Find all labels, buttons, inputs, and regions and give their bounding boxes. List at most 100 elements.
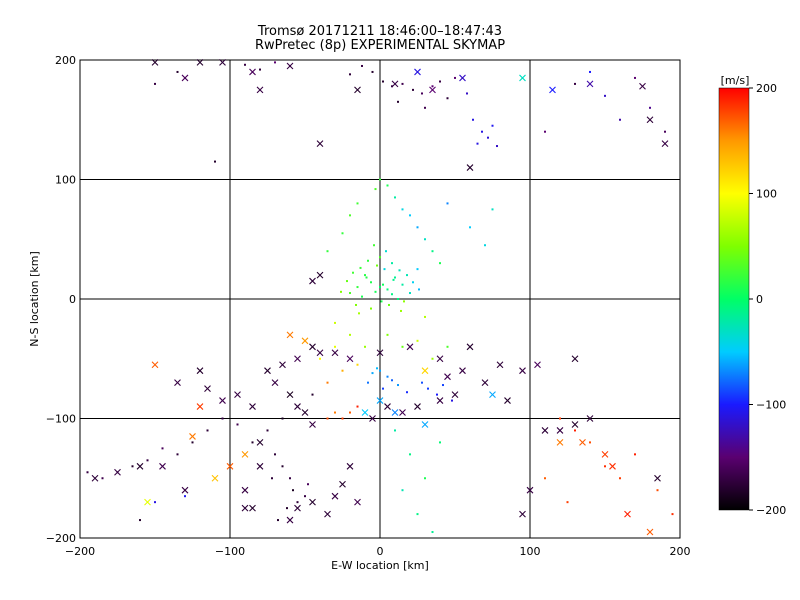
- dot-point: [266, 429, 269, 432]
- dot-point: [397, 298, 399, 300]
- dot-point: [544, 477, 546, 480]
- dot-point: [346, 280, 348, 283]
- cross-point: [271, 379, 279, 387]
- cross-point: [556, 427, 564, 434]
- cross-point: [316, 271, 324, 279]
- dot-point: [251, 441, 254, 444]
- cross-point: [219, 59, 226, 66]
- dot-point: [589, 70, 591, 73]
- cross-point: [286, 331, 294, 339]
- y-tick-label: −200: [46, 532, 76, 545]
- x-tick-label: −200: [65, 545, 95, 558]
- cross-point: [196, 367, 204, 375]
- cross-point: [579, 439, 586, 446]
- dot-point: [382, 80, 384, 83]
- cross-point: [376, 349, 384, 357]
- dot-point: [476, 142, 479, 145]
- dot-point: [334, 345, 336, 348]
- dot-point: [472, 118, 474, 121]
- dot-point: [349, 292, 351, 295]
- cross-point: [556, 439, 564, 446]
- colorbar: [718, 87, 750, 511]
- cross-point: [309, 277, 316, 285]
- dot-point: [412, 281, 414, 284]
- dot-point: [559, 417, 561, 420]
- dot-point: [101, 477, 104, 480]
- dot-point: [349, 333, 351, 336]
- cross-point: [226, 462, 234, 470]
- dot-point: [431, 85, 434, 88]
- dot-point: [491, 124, 494, 127]
- dot-point: [436, 393, 438, 396]
- colorbar-tick-label: 0: [756, 293, 763, 306]
- dot-point: [427, 387, 429, 390]
- dot-point: [406, 274, 408, 277]
- dot-point: [154, 501, 156, 504]
- dot-point: [491, 208, 494, 211]
- cross-point: [451, 391, 459, 398]
- cross-point: [339, 480, 346, 488]
- dot-point: [385, 250, 387, 253]
- dot-point: [349, 411, 351, 414]
- dot-point: [418, 288, 420, 291]
- dot-point: [401, 489, 404, 492]
- dot-point: [271, 477, 273, 480]
- dot-point: [86, 471, 89, 474]
- dot-point: [481, 130, 483, 133]
- cross-point: [241, 504, 249, 512]
- colorbar-tick-label: −100: [756, 399, 786, 412]
- x-tick-label: −100: [215, 545, 245, 558]
- y-tick-label: 200: [55, 54, 76, 67]
- dot-point: [388, 303, 390, 306]
- cross-point: [406, 343, 414, 351]
- dot-point: [469, 226, 471, 229]
- dot-point: [304, 495, 306, 498]
- dot-point: [341, 417, 344, 420]
- dot-point: [416, 226, 419, 229]
- cross-point: [309, 421, 316, 428]
- dot-point: [400, 309, 402, 312]
- dot-point: [326, 250, 329, 253]
- dot-point: [341, 369, 344, 372]
- cross-point: [309, 343, 316, 351]
- dot-point: [334, 411, 336, 414]
- dot-point: [221, 417, 224, 420]
- cross-point: [496, 361, 504, 369]
- dot-point: [401, 283, 404, 286]
- cross-point: [519, 367, 526, 375]
- dot-point: [371, 70, 374, 73]
- dot-point: [431, 531, 434, 534]
- cross-point: [504, 397, 511, 404]
- y-tick-label: −100: [46, 413, 76, 426]
- cross-point: [241, 486, 249, 494]
- dot-point: [214, 160, 216, 163]
- dot-point: [379, 178, 381, 181]
- dot-point: [131, 465, 134, 468]
- cross-point: [481, 379, 489, 387]
- dot-point: [424, 106, 426, 109]
- dot-point: [604, 94, 606, 97]
- dot-point: [371, 372, 374, 375]
- dot-point: [356, 202, 359, 205]
- dot-point: [412, 88, 414, 91]
- x-tick-label: 200: [670, 545, 691, 558]
- dot-point: [281, 417, 284, 420]
- dot-point: [349, 73, 351, 76]
- dot-point: [340, 290, 342, 293]
- cross-point: [249, 504, 256, 512]
- cross-point: [624, 510, 631, 518]
- scatter-points: [86, 59, 674, 536]
- dot-point: [361, 64, 363, 67]
- dot-point: [446, 202, 449, 205]
- cross-point: [181, 74, 189, 82]
- cross-point: [219, 397, 226, 404]
- cross-point: [444, 373, 451, 381]
- dot-point: [409, 453, 411, 456]
- dot-point: [574, 82, 576, 85]
- dot-point: [274, 453, 276, 456]
- dot-point: [391, 293, 393, 296]
- dot-point: [326, 417, 329, 420]
- cross-point: [541, 427, 549, 434]
- dot-point: [379, 256, 381, 259]
